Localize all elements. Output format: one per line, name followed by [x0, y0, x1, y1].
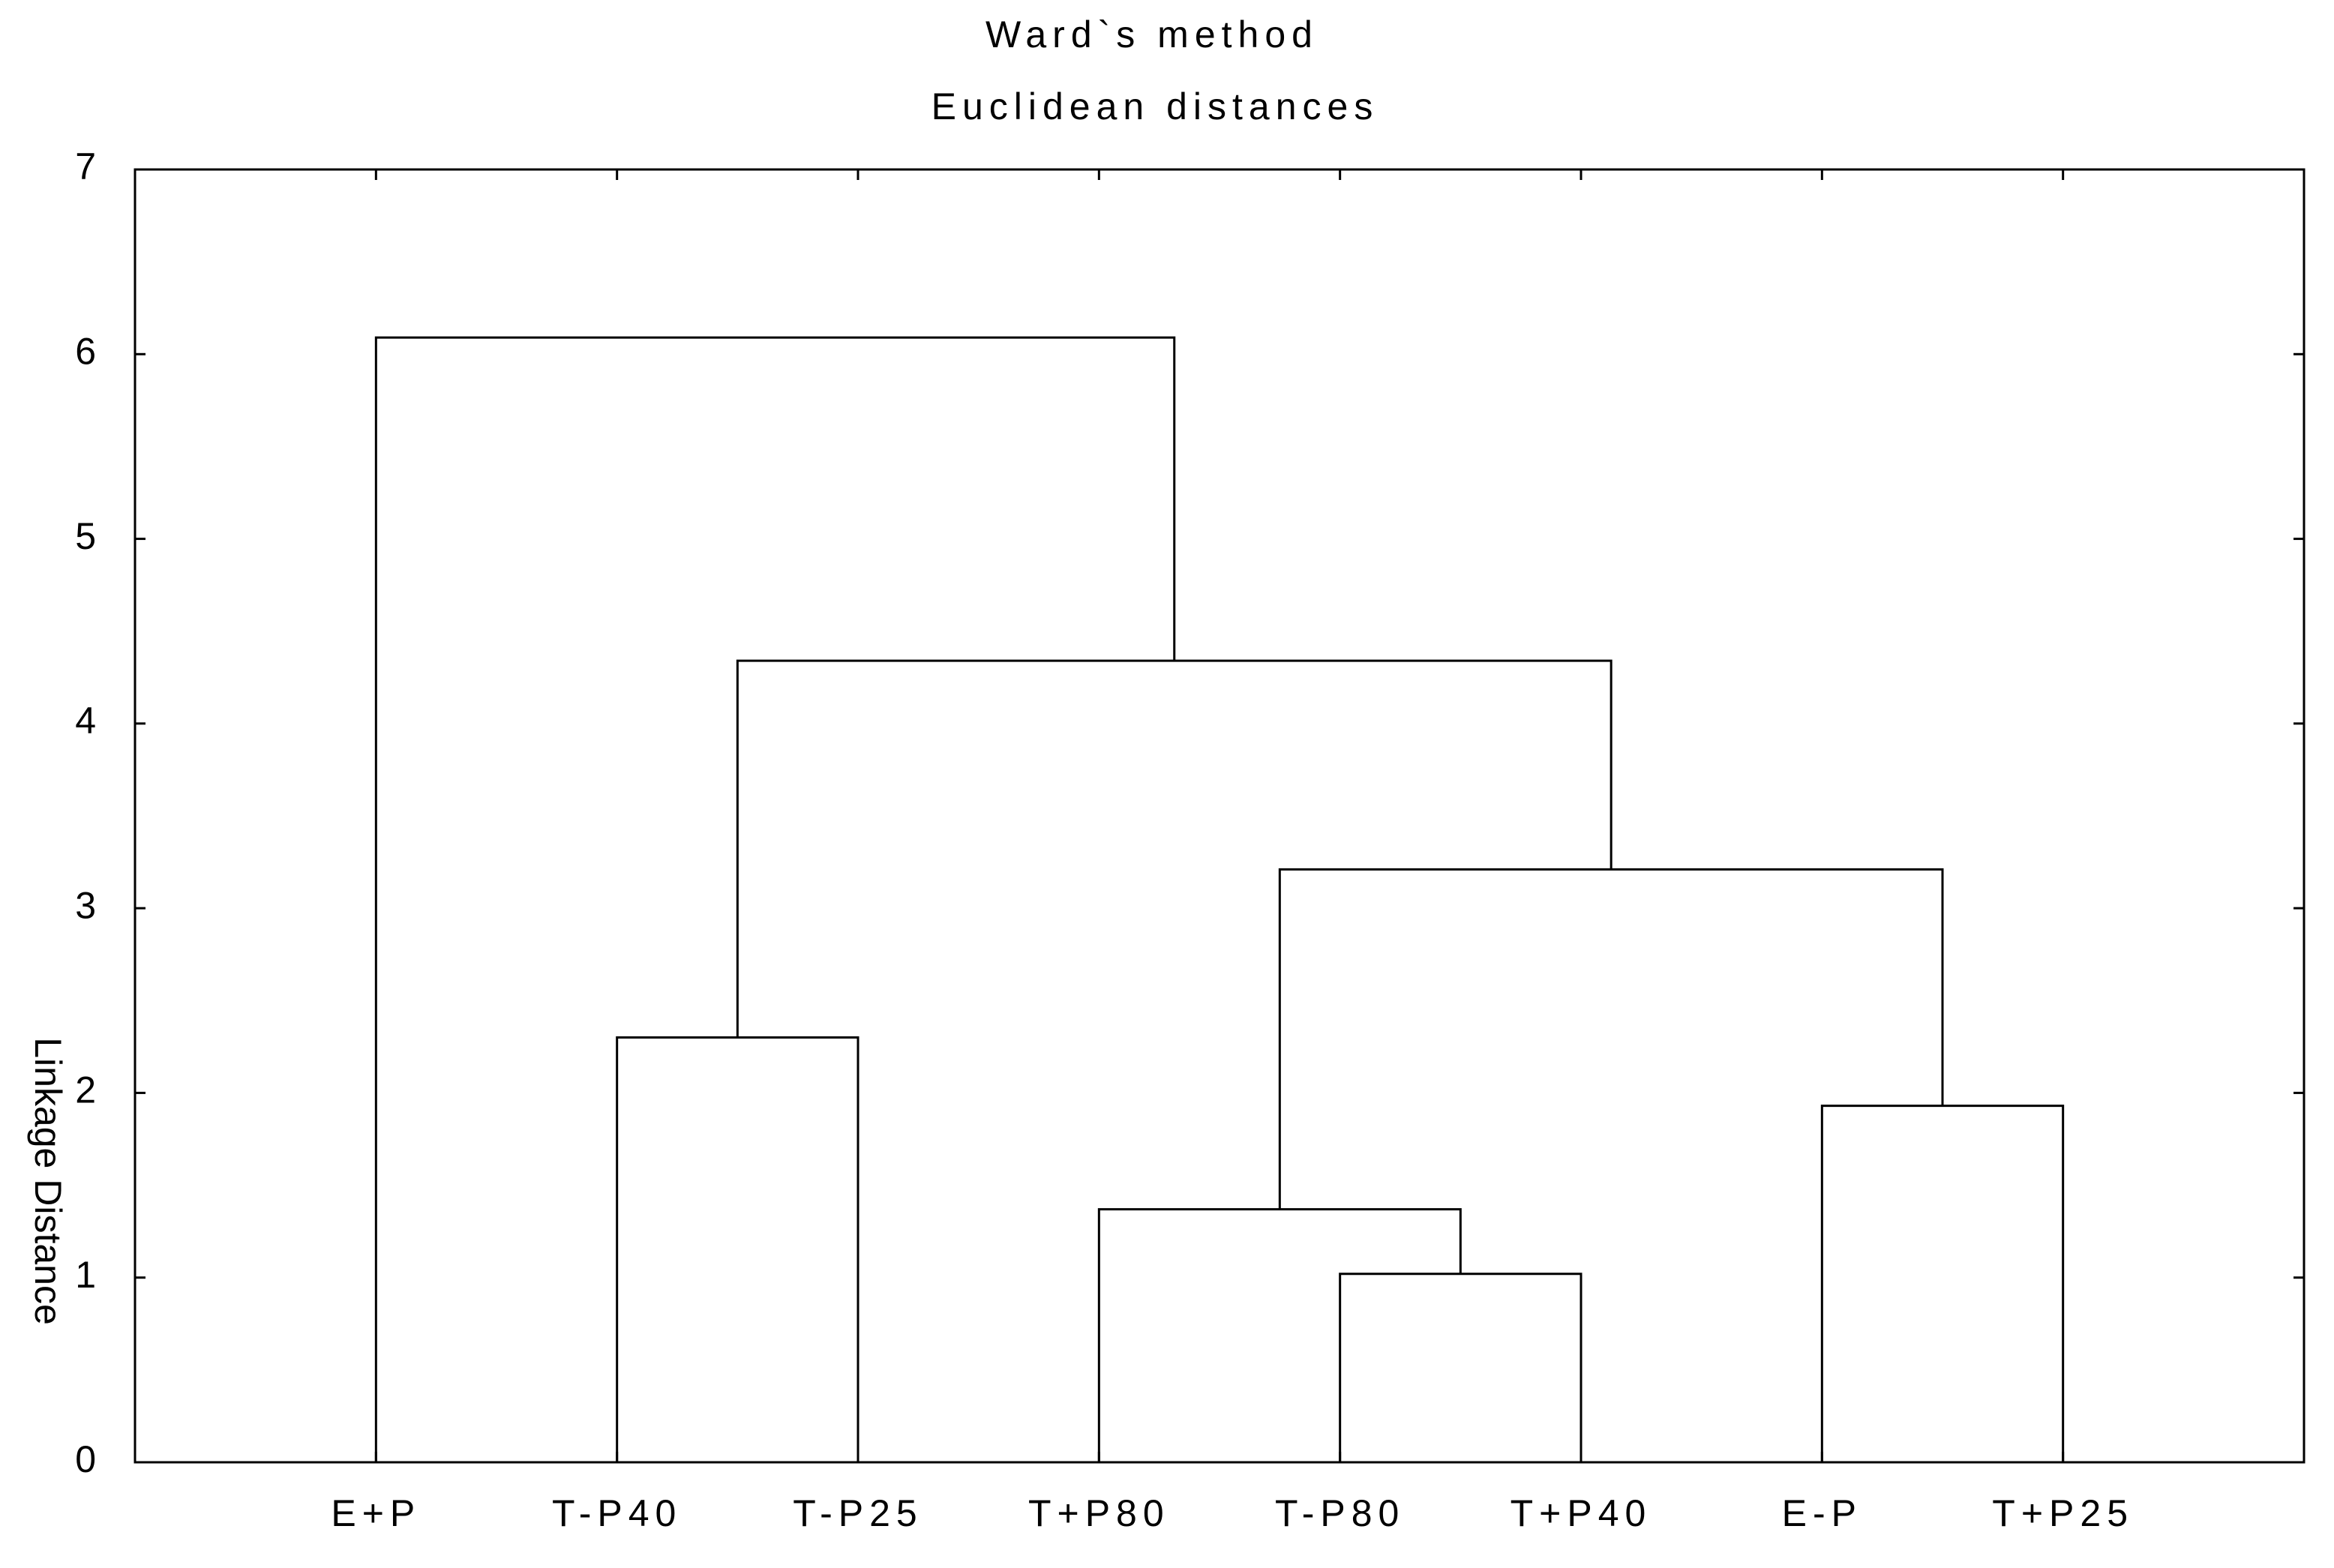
y-tick-label: 6 — [75, 330, 96, 372]
x-tick-label: T-P80 — [1275, 1492, 1405, 1534]
y-tick-label: 7 — [75, 145, 96, 187]
x-tick-label: T-P25 — [793, 1492, 922, 1534]
chart-title: Ward`s method — [986, 13, 1318, 55]
x-tick-label: E-P — [1782, 1492, 1862, 1534]
x-tick-label: T+P80 — [1028, 1492, 1170, 1534]
dendrogram-link — [1339, 1273, 1582, 1462]
y-tick-label: 2 — [75, 1069, 96, 1111]
x-tick-label: T+P40 — [1510, 1492, 1652, 1534]
y-tick-label: 1 — [75, 1254, 96, 1296]
y-tick-label: 5 — [75, 515, 96, 557]
x-tick-label: E+P — [331, 1492, 421, 1534]
y-tick-label: 0 — [75, 1438, 96, 1480]
y-tick-label: 4 — [75, 700, 96, 742]
x-tick-label: T-P40 — [552, 1492, 682, 1534]
x-tick-label: T+P25 — [1992, 1492, 2134, 1534]
dendrogram-link — [374, 336, 1176, 1462]
chart-subtitle: Euclidean distances — [932, 85, 1379, 127]
y-tick-label: 3 — [75, 884, 96, 926]
plot-frame — [134, 168, 2306, 1464]
dendrogram-link — [1097, 1208, 1462, 1462]
y-axis-label: Linkage Distance — [27, 1037, 69, 1325]
dendrogram-link — [1820, 1105, 2065, 1462]
